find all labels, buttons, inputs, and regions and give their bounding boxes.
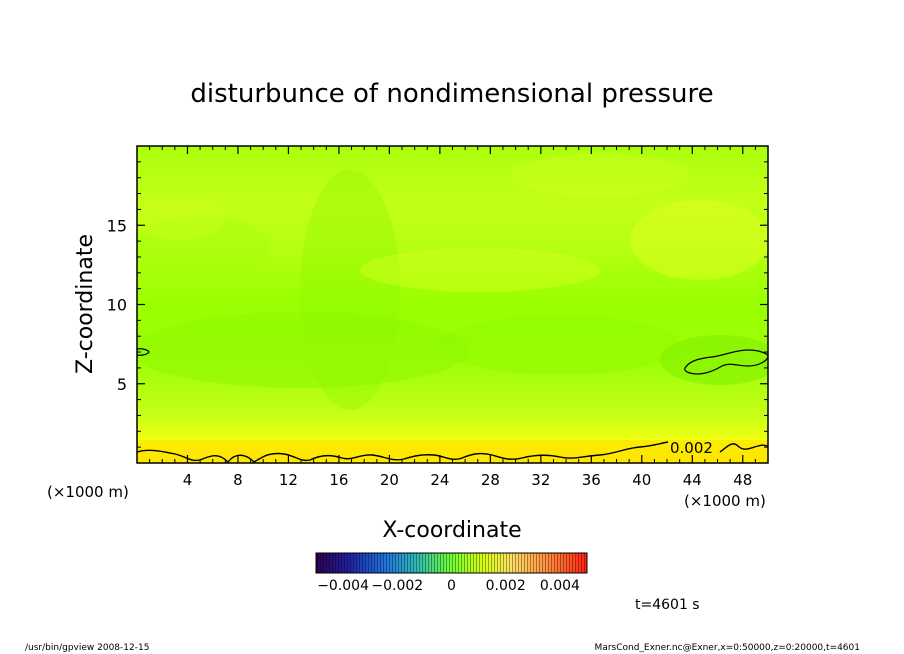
x-unit-label: (×1000 m) bbox=[47, 483, 129, 501]
chart-title: disturbunce of nondimensional pressure bbox=[190, 79, 713, 109]
field-patch bbox=[630, 200, 768, 280]
colorbar-tick-label: 0.004 bbox=[540, 578, 580, 594]
field-patch bbox=[360, 248, 600, 292]
x-axis-label: X-coordinate bbox=[382, 518, 521, 543]
x-tick-label: 32 bbox=[531, 471, 550, 489]
x-axis-ticks: 4 8 12 16 20 24 28 32 36 40 44 48 bbox=[149, 146, 756, 489]
x-tick-label: 28 bbox=[481, 471, 500, 489]
colorbar: −0.004 −0.002 0 0.002 0.004 bbox=[315, 552, 588, 594]
contour-label: 0.002 bbox=[670, 439, 713, 457]
footer-left: /usr/bin/gpview 2008-12-15 bbox=[25, 643, 149, 653]
field-patch bbox=[440, 315, 680, 375]
x-tick-label: 4 bbox=[183, 471, 193, 489]
y-axis-ticks: 5 10 15 bbox=[107, 161, 768, 448]
y-tick-label: 15 bbox=[107, 216, 127, 235]
footer-right: MarsCond_Exner.nc@Exner,x=0:50000,z=0:20… bbox=[595, 643, 860, 653]
contour-line bbox=[719, 443, 768, 453]
field-patch bbox=[510, 153, 690, 197]
x-tick-label: 36 bbox=[582, 471, 601, 489]
field-patch bbox=[300, 170, 400, 410]
contour-line bbox=[137, 348, 150, 356]
y-tick-label: 5 bbox=[117, 375, 127, 394]
field-patch bbox=[137, 215, 270, 285]
x-tick-label: 40 bbox=[632, 471, 651, 489]
colorbar-tick-label: 0.002 bbox=[486, 578, 526, 594]
x-tick-label: 12 bbox=[279, 471, 298, 489]
x-tick-label: 16 bbox=[329, 471, 348, 489]
contour-line bbox=[684, 349, 768, 375]
x-unit-label-right: (×1000 m) bbox=[684, 492, 766, 510]
x-tick-label: 24 bbox=[430, 471, 449, 489]
field-patch bbox=[137, 312, 470, 388]
colorbar-tick-label: −0.004 bbox=[317, 578, 369, 594]
x-tick-label: 44 bbox=[683, 471, 702, 489]
y-axis-label: Z-coordinate bbox=[73, 234, 98, 374]
x-tick-label: 8 bbox=[233, 471, 243, 489]
colorbar-tick-label: 0 bbox=[447, 578, 456, 594]
x-tick-label: 20 bbox=[380, 471, 399, 489]
colorbar-ticks: −0.004 −0.002 0 0.002 0.004 bbox=[317, 578, 580, 594]
colorbar-stripes bbox=[316, 553, 587, 573]
colorbar-tick-label: −0.002 bbox=[371, 578, 423, 594]
field-background bbox=[137, 146, 768, 463]
field-patch bbox=[137, 200, 225, 240]
colorbar-frame bbox=[315, 552, 588, 574]
heatmap-field bbox=[137, 146, 768, 463]
x-tick-label: 48 bbox=[733, 471, 752, 489]
field-patch bbox=[660, 335, 768, 385]
y-tick-label: 10 bbox=[107, 296, 127, 315]
time-label: t=4601 s bbox=[635, 597, 700, 613]
